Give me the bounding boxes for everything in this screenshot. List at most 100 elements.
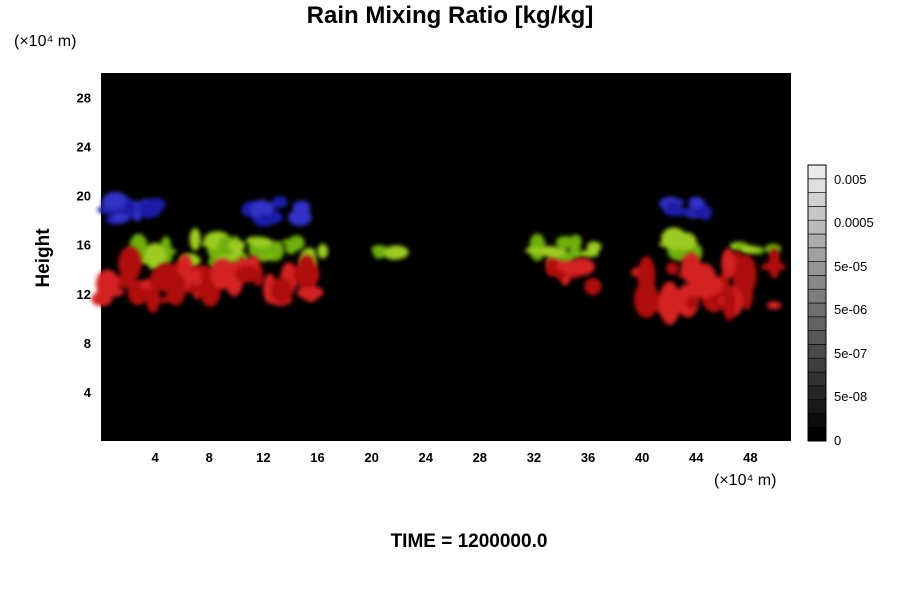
region-blob — [760, 262, 786, 272]
x-tick-label: 16 — [310, 450, 324, 465]
colorbar-cell — [807, 247, 827, 262]
region-blue-2 — [659, 196, 713, 221]
region-blob — [144, 242, 166, 271]
x-axis-unit: (×10⁴ m) — [714, 472, 777, 489]
region-blue-0 — [97, 191, 166, 225]
region-blob — [721, 248, 736, 279]
region-blob — [234, 265, 260, 283]
region-green-6 — [659, 227, 703, 263]
colorbar-cell — [807, 233, 827, 249]
region-blob — [228, 239, 246, 252]
y-tick-label: 8 — [84, 336, 91, 351]
region-blob — [666, 261, 679, 275]
region-blue-1 — [241, 196, 312, 227]
region-blob — [637, 256, 656, 297]
region-blob — [288, 209, 312, 226]
y-tick-label: 20 — [77, 189, 91, 204]
colorbar-label: 5e-08 — [834, 389, 867, 404]
region-blob — [688, 196, 704, 209]
y-axis-label: Height — [33, 228, 54, 288]
x-tick-label: 24 — [418, 450, 433, 465]
region-blob — [250, 199, 273, 219]
region-blob — [165, 272, 186, 306]
region-green-4 — [371, 245, 409, 260]
y-tick-label: 28 — [77, 91, 91, 106]
region-blob — [570, 234, 582, 248]
region-blob — [285, 243, 297, 255]
region-blob — [298, 254, 315, 272]
region-blob — [555, 236, 575, 249]
region-blob — [111, 213, 130, 224]
region-blob — [740, 245, 759, 255]
region-blob — [685, 208, 711, 216]
colorbar-label: 0.005 — [834, 172, 867, 187]
y-tick-label: 24 — [77, 140, 92, 155]
colorbar-label: 5e-06 — [834, 302, 867, 317]
region-blob — [271, 196, 288, 209]
colorbar-cell — [807, 164, 827, 180]
region-blob — [586, 241, 602, 253]
colorbar-cell — [807, 426, 827, 442]
region-blob — [524, 247, 544, 254]
x-tick-label: 32 — [527, 450, 541, 465]
x-tick-label: 20 — [364, 450, 378, 465]
region-blob — [555, 270, 567, 280]
region-blob — [201, 240, 219, 248]
region-blob — [545, 257, 558, 277]
region-blob — [96, 287, 125, 298]
colorbar-cell — [807, 357, 827, 373]
colorbar-cell — [807, 344, 827, 359]
x-tick-label: 44 — [689, 450, 704, 465]
colorbar-label: 5e-07 — [834, 346, 867, 361]
colorbar-cell — [807, 192, 827, 207]
region-blob — [270, 277, 293, 304]
region-blob — [317, 243, 329, 259]
region-blob — [584, 278, 602, 296]
time-label: TIME = 1200000.0 — [390, 531, 548, 552]
x-tick-label: 48 — [743, 450, 757, 465]
colorbar-cell — [807, 206, 827, 221]
region-blob — [722, 285, 737, 321]
y-axis-unit: (×10⁴ m) — [14, 33, 77, 50]
region-red-9 — [545, 257, 602, 296]
x-tick-label: 36 — [581, 450, 595, 465]
colorbar-cell — [807, 261, 827, 276]
region-blob — [102, 202, 122, 210]
colorbar-cell — [807, 413, 827, 428]
region-blob — [118, 246, 142, 281]
chart-title: Rain Mixing Ratio [kg/kg] — [306, 2, 594, 29]
colorbar-cell — [807, 371, 827, 387]
region-blob — [579, 250, 599, 258]
x-tick-label: 28 — [473, 450, 487, 465]
y-tick-label: 16 — [77, 238, 91, 253]
region-blob — [207, 248, 234, 257]
region-blob — [529, 233, 546, 262]
region-blob — [123, 197, 136, 219]
region-blob — [150, 269, 162, 292]
colorbar-frame — [807, 164, 827, 442]
region-red-8 — [91, 246, 324, 314]
region-blob — [303, 290, 318, 302]
y-tick-label: 12 — [77, 287, 91, 302]
colorbar-label: 0.0005 — [834, 215, 874, 230]
region-blob — [674, 232, 697, 251]
region-blob — [259, 213, 270, 226]
colorbar-label: 0 — [834, 433, 841, 448]
region-blob — [665, 201, 680, 211]
x-tick-label: 4 — [152, 450, 160, 465]
colorbar-cell — [807, 275, 827, 290]
region-blob — [138, 200, 162, 218]
colorbar-cell — [807, 330, 827, 345]
region-blob — [568, 257, 595, 276]
region-blob — [692, 263, 717, 299]
region-blob — [741, 275, 753, 310]
colorbar-label: 5e-05 — [834, 259, 867, 274]
region-blob — [384, 247, 404, 260]
region-blob — [658, 281, 681, 325]
colorbar-cell — [807, 178, 827, 193]
x-tick-label: 40 — [635, 450, 649, 465]
y-tick-label: 4 — [84, 385, 92, 400]
region-blob — [686, 296, 700, 310]
region-blob — [540, 246, 561, 257]
